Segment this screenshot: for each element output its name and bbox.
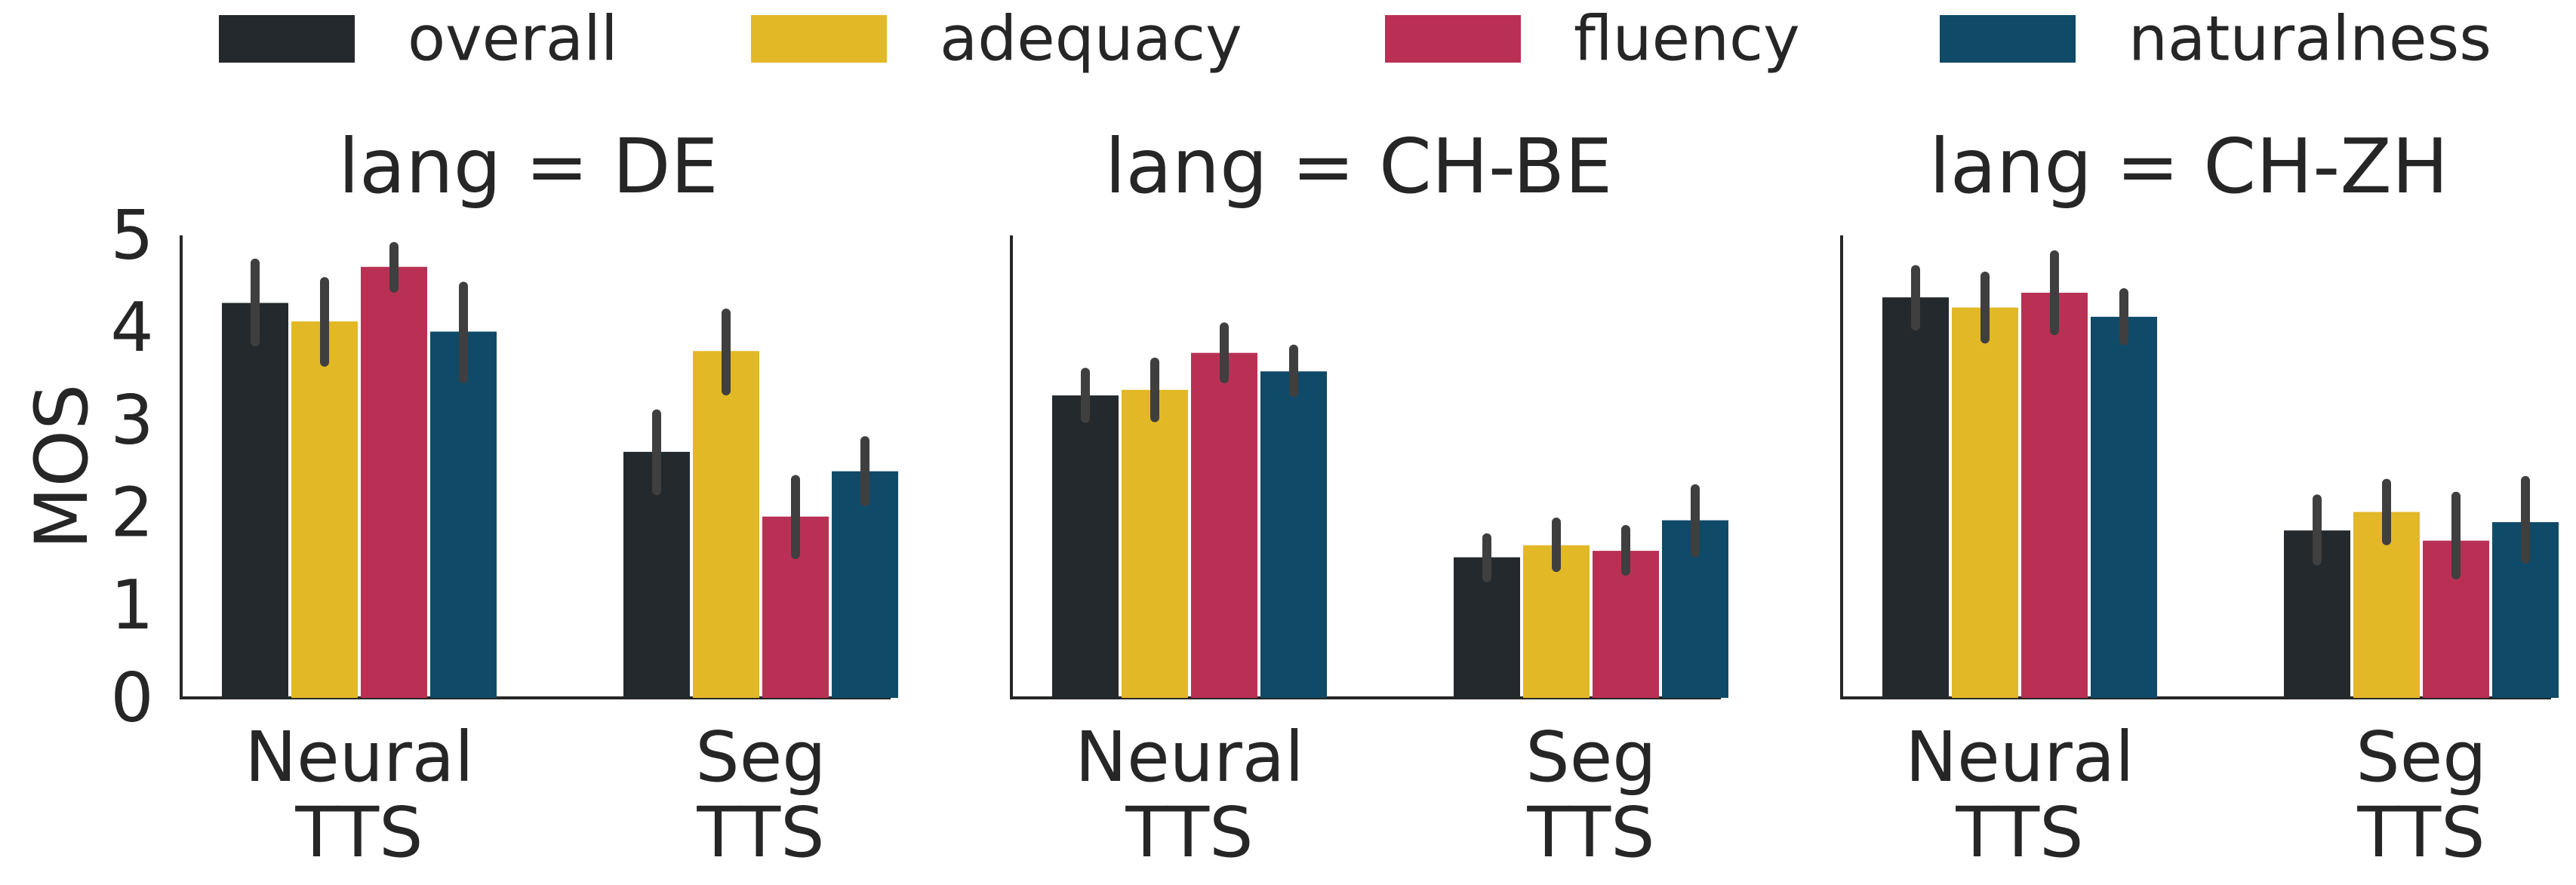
x-tick-label: Seg bbox=[1525, 717, 1656, 797]
bar-naturalness bbox=[2091, 316, 2157, 698]
y-tick-label: 4 bbox=[110, 288, 153, 367]
x-tick-label: Neural bbox=[245, 717, 474, 797]
x-tick-label: TTS bbox=[1526, 792, 1654, 873]
x-tick-label: TTS bbox=[2356, 792, 2485, 873]
y-tick-label: 1 bbox=[110, 566, 153, 645]
bar-overall bbox=[222, 303, 288, 698]
panel-title: lang = CH-ZH bbox=[1929, 122, 2448, 210]
y-tick-label: 2 bbox=[110, 473, 153, 552]
bar-adequacy bbox=[1122, 389, 1188, 698]
x-tick-label: TTS bbox=[1125, 792, 1253, 873]
bar-fluency bbox=[1191, 352, 1257, 698]
x-tick-label: Seg bbox=[695, 717, 826, 797]
x-tick-label: TTS bbox=[294, 792, 423, 873]
y-axis-label: MOS bbox=[20, 384, 104, 549]
legend-swatch-naturalness bbox=[1940, 15, 2076, 63]
legend-swatch-overall bbox=[219, 15, 355, 63]
y-tick-label: 3 bbox=[110, 381, 153, 460]
x-tick-label: Seg bbox=[2356, 717, 2486, 797]
x-tick-label: Neural bbox=[1075, 717, 1304, 797]
x-tick-label: TTS bbox=[696, 792, 824, 873]
panel-title: lang = DE bbox=[338, 122, 718, 210]
x-tick-label: Neural bbox=[1905, 717, 2134, 797]
bar-adequacy bbox=[693, 351, 759, 698]
bar-adequacy bbox=[1952, 307, 2018, 698]
y-tick-label: 0 bbox=[110, 659, 153, 738]
bar-overall bbox=[1882, 297, 1949, 699]
bar-naturalness bbox=[832, 471, 898, 698]
x-tick-label: TTS bbox=[1955, 792, 2083, 873]
legend-swatch-adequacy bbox=[751, 15, 887, 63]
bar-adequacy bbox=[291, 321, 358, 698]
bar-overall bbox=[1052, 395, 1119, 698]
y-tick-label: 5 bbox=[110, 196, 153, 275]
bar-naturalness bbox=[1260, 371, 1327, 698]
legend-swatch-fluency bbox=[1385, 15, 1521, 63]
panel-title: lang = CH-BE bbox=[1105, 122, 1613, 210]
bar-fluency bbox=[361, 266, 427, 699]
legend-label-overall: overall bbox=[408, 4, 618, 75]
legend-label-adequacy: adequacy bbox=[940, 4, 1242, 75]
bar-fluency bbox=[2021, 293, 2088, 699]
legend-label-naturalness: naturalness bbox=[2128, 4, 2491, 75]
bar-naturalness bbox=[430, 331, 497, 698]
legend-label-fluency: fluency bbox=[1574, 4, 1800, 75]
